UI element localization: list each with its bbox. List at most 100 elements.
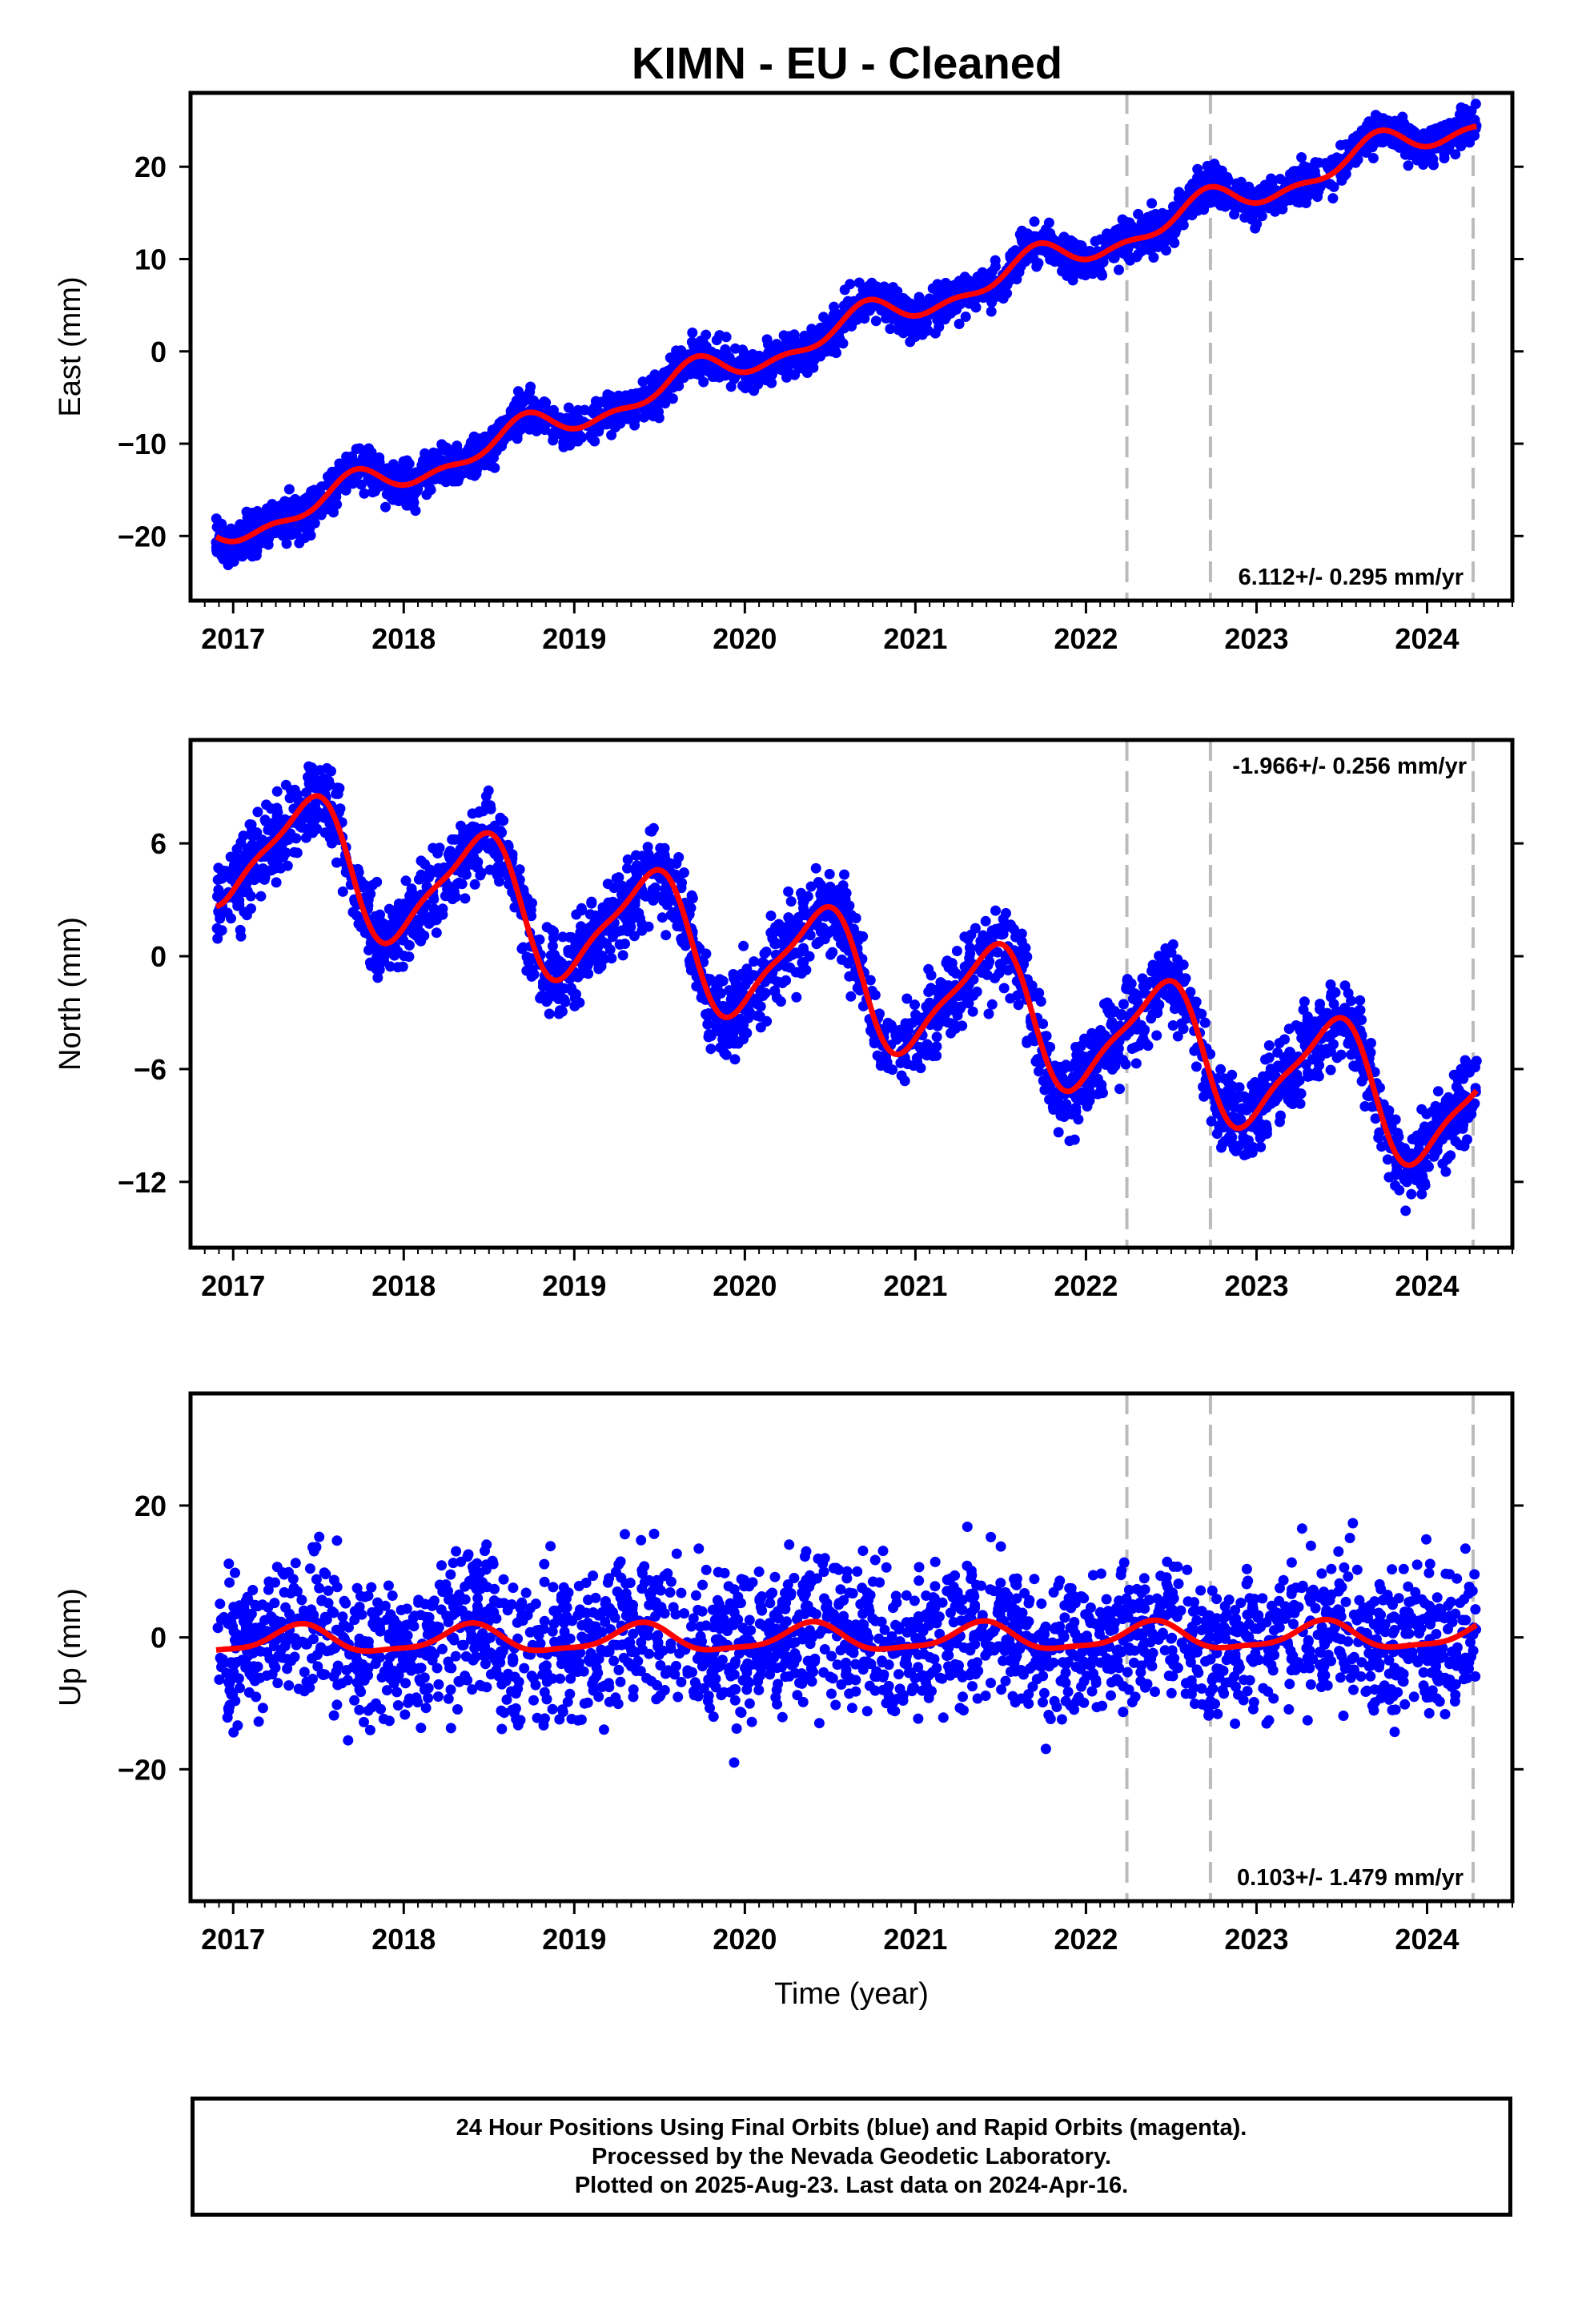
data-point — [612, 415, 624, 426]
data-point — [1340, 139, 1351, 150]
data-point — [1114, 264, 1124, 275]
data-point — [484, 454, 495, 465]
data-point — [1435, 1103, 1446, 1114]
data-point — [944, 305, 954, 316]
data-point — [1390, 1170, 1400, 1180]
data-point — [1403, 160, 1414, 171]
data-point — [998, 983, 1010, 994]
data-point — [586, 406, 597, 417]
data-point — [691, 360, 702, 372]
data-point — [1303, 1067, 1314, 1078]
data-point — [420, 448, 431, 459]
data-point — [963, 998, 974, 1009]
data-point — [939, 314, 950, 325]
data-point — [712, 980, 723, 991]
data-point — [1464, 108, 1476, 119]
data-point — [398, 456, 409, 467]
data-point — [678, 867, 689, 879]
chart-title: KIMN - EU - Cleaned — [632, 38, 1062, 88]
data-point — [885, 324, 896, 335]
data-point — [1199, 202, 1210, 213]
data-point — [346, 454, 357, 465]
data-point — [539, 396, 550, 407]
data-point — [753, 379, 764, 390]
data-point — [636, 925, 648, 936]
data-point — [1215, 1063, 1227, 1075]
data-point — [729, 343, 741, 354]
data-point — [1229, 209, 1240, 220]
data-point — [211, 545, 222, 556]
plot-area — [211, 93, 1482, 601]
data-point — [1470, 99, 1481, 110]
data-point — [1113, 1049, 1123, 1060]
data-point — [1440, 1166, 1452, 1177]
data-point — [1427, 154, 1439, 165]
data-point — [375, 460, 386, 472]
data-point — [304, 774, 315, 786]
data-point — [721, 332, 732, 343]
data-point — [1094, 264, 1105, 275]
data-point — [729, 1054, 741, 1065]
data-point — [1277, 1060, 1288, 1072]
data-point — [1090, 1039, 1101, 1051]
data-point — [1328, 999, 1339, 1010]
data-point — [528, 395, 539, 406]
data-point — [1336, 175, 1347, 186]
data-point — [1456, 102, 1467, 113]
data-point — [705, 1031, 717, 1042]
data-point — [721, 347, 731, 358]
data-point — [1460, 1055, 1471, 1066]
x-tick-label: 2018 — [371, 622, 436, 655]
data-point — [983, 1008, 994, 1019]
data-point — [1450, 1136, 1461, 1147]
data-point — [1373, 1132, 1384, 1144]
data-point — [211, 513, 222, 525]
data-point — [1325, 1064, 1336, 1076]
data-point — [252, 505, 263, 517]
data-point — [559, 413, 569, 424]
data-point — [1394, 1184, 1405, 1196]
rate-annotation: 6.112+/- 0.295 mm/yr — [1239, 565, 1464, 590]
data-point — [355, 479, 367, 490]
data-point — [1339, 1003, 1351, 1014]
data-point — [282, 526, 293, 537]
data-point — [676, 345, 687, 356]
data-point — [656, 912, 668, 923]
data-point — [1470, 1062, 1480, 1073]
data-point — [494, 876, 504, 887]
data-point — [813, 936, 825, 947]
data-point — [783, 886, 794, 897]
data-point — [998, 293, 1009, 304]
data-point — [761, 947, 772, 957]
data-point — [924, 997, 935, 1008]
data-point — [1227, 1069, 1238, 1080]
data-point — [769, 986, 781, 997]
data-point — [1160, 943, 1171, 954]
data-point — [492, 421, 503, 432]
data-point — [535, 993, 546, 1003]
data-point — [917, 328, 929, 339]
data-point — [578, 967, 589, 977]
data-point — [591, 943, 602, 954]
data-point — [935, 1011, 946, 1023]
data-point — [1403, 143, 1414, 154]
data-point — [1013, 264, 1024, 275]
data-point — [425, 485, 436, 496]
data-point — [1058, 231, 1070, 243]
data-point — [974, 943, 985, 954]
data-point — [1045, 254, 1056, 265]
data-point — [388, 908, 399, 919]
data-point — [300, 832, 311, 843]
plot-area — [211, 740, 1482, 1248]
data-point — [1096, 1084, 1107, 1095]
data-point — [1450, 149, 1461, 160]
data-point — [1220, 172, 1231, 183]
data-point — [522, 415, 533, 426]
data-point — [723, 1038, 734, 1049]
data-point — [1151, 1030, 1162, 1041]
data-point — [279, 835, 290, 846]
data-point — [591, 422, 602, 433]
data-point — [661, 366, 672, 377]
data-point — [620, 390, 631, 401]
data-point — [986, 297, 998, 308]
